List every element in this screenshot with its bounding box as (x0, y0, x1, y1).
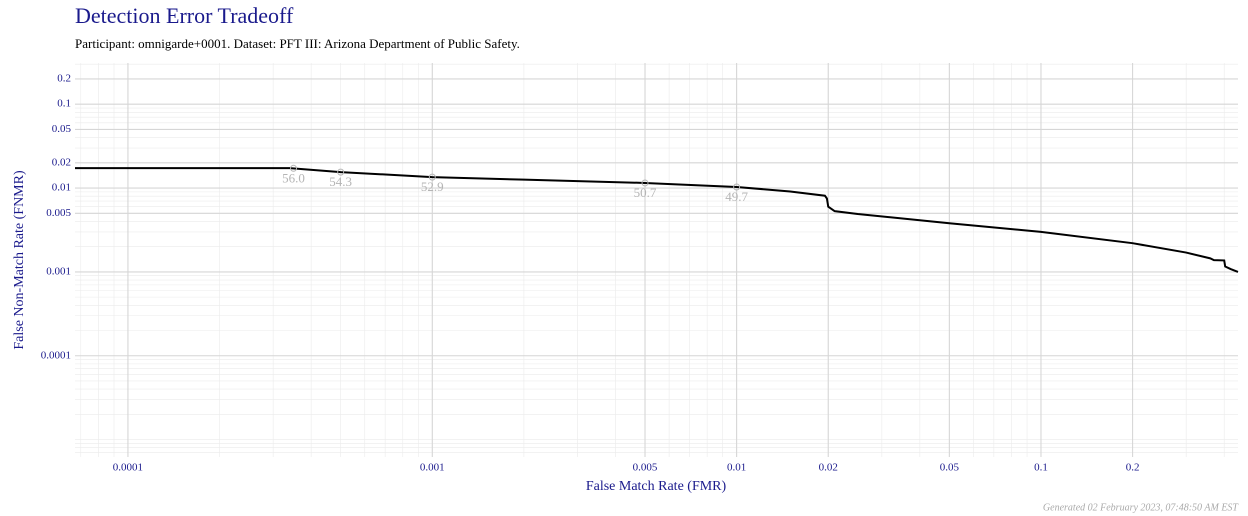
x-tick-label: 0.01 (727, 462, 746, 474)
threshold-label: 52.9 (421, 179, 444, 194)
y-axis-label: False Non-Match Rate (FNMR) (12, 170, 27, 350)
threshold-label: 54.3 (329, 174, 352, 189)
y-tick-label: 0.005 (46, 207, 71, 219)
y-tick-label: 0.1 (57, 98, 71, 110)
threshold-marker (733, 183, 741, 191)
chart-title: Detection Error Tradeoff (75, 3, 294, 28)
threshold-label: 49.7 (725, 189, 748, 204)
threshold-marker (337, 168, 345, 176)
y-tick-label: 0.0001 (41, 349, 71, 361)
threshold-marker (290, 164, 298, 172)
threshold-label: 50.7 (634, 185, 657, 200)
x-tick-label: 0.0001 (113, 462, 143, 474)
x-tick-label: 0.05 (940, 462, 960, 474)
x-tick-label: 0.001 (420, 462, 445, 474)
x-tick-label: 0.2 (1126, 462, 1140, 474)
y-tick-label: 0.001 (46, 265, 71, 277)
chart-subtitle: Participant: omnigarde+0001. Dataset: PF… (75, 36, 520, 51)
x-axis-label: False Match Rate (FMR) (586, 479, 727, 494)
x-tick-label: 0.1 (1034, 462, 1048, 474)
threshold-marker (428, 173, 436, 181)
plot-area (75, 63, 1238, 457)
x-tick-label: 0.005 (633, 462, 658, 474)
x-tick-label: 0.02 (819, 462, 838, 474)
footer: Generated 02 February 2023, 07:48:50 AM … (1043, 502, 1240, 513)
y-tick-label: 0.01 (52, 182, 71, 194)
y-tick-label: 0.02 (52, 156, 71, 168)
y-tick-label: 0.2 (57, 72, 71, 84)
threshold-label: 56.0 (282, 170, 305, 185)
threshold-marker (641, 179, 649, 187)
det-curve (75, 167, 1239, 273)
y-tick-label: 0.05 (52, 123, 72, 135)
